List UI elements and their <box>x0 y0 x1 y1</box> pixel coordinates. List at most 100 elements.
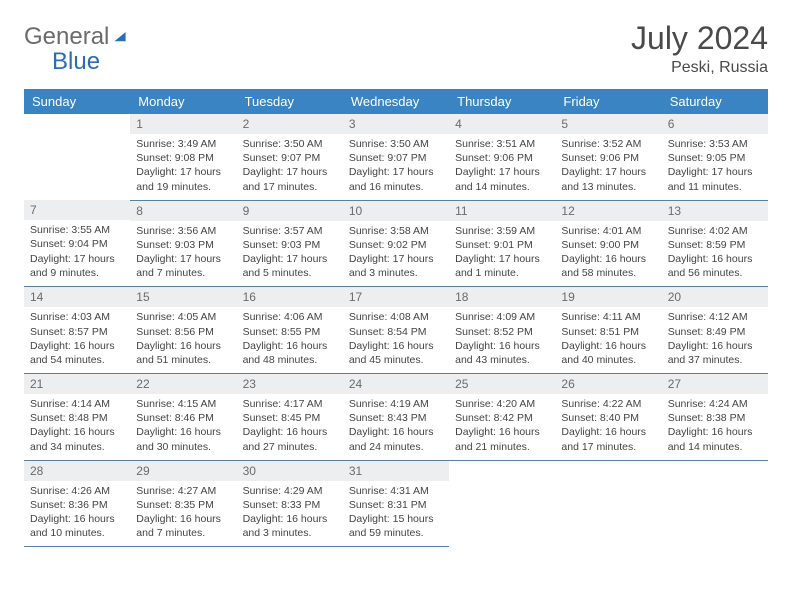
calendar-cell: 29Sunrise: 4:27 AMSunset: 8:35 PMDayligh… <box>130 460 236 547</box>
day-info: Sunrise: 4:02 AMSunset: 8:59 PMDaylight:… <box>662 221 768 287</box>
sunrise-line: Sunrise: 3:50 AM <box>349 137 443 151</box>
day-info: Sunrise: 3:53 AMSunset: 9:05 PMDaylight:… <box>662 134 768 200</box>
month-title: July 2024 <box>631 20 768 57</box>
daylight-line: Daylight: 17 hours and 7 minutes. <box>136 252 230 280</box>
calendar-cell: 18Sunrise: 4:09 AMSunset: 8:52 PMDayligh… <box>449 287 555 374</box>
day-info: Sunrise: 4:09 AMSunset: 8:52 PMDaylight:… <box>449 307 555 373</box>
calendar-cell: 20Sunrise: 4:12 AMSunset: 8:49 PMDayligh… <box>662 287 768 374</box>
daylight-line: Daylight: 15 hours and 59 minutes. <box>349 512 443 540</box>
logo-text-general: General <box>24 23 109 50</box>
sunrise-line: Sunrise: 4:02 AM <box>668 224 762 238</box>
day-info: Sunrise: 4:27 AMSunset: 8:35 PMDaylight:… <box>130 481 236 547</box>
calendar-cell: 9Sunrise: 3:57 AMSunset: 9:03 PMDaylight… <box>237 200 343 287</box>
calendar-cell: 6Sunrise: 3:53 AMSunset: 9:05 PMDaylight… <box>662 114 768 200</box>
calendar-cell: 19Sunrise: 4:11 AMSunset: 8:51 PMDayligh… <box>555 287 661 374</box>
calendar-cell: 31Sunrise: 4:31 AMSunset: 8:31 PMDayligh… <box>343 460 449 547</box>
day-number: 3 <box>343 114 449 134</box>
calendar-week-row: 1Sunrise: 3:49 AMSunset: 9:08 PMDaylight… <box>24 114 768 200</box>
day-info: Sunrise: 4:29 AMSunset: 8:33 PMDaylight:… <box>237 481 343 547</box>
daylight-line: Daylight: 17 hours and 9 minutes. <box>30 252 124 280</box>
sunset-line: Sunset: 8:31 PM <box>349 498 443 512</box>
day-number: 27 <box>662 374 768 394</box>
sunset-line: Sunset: 8:46 PM <box>136 411 230 425</box>
calendar-cell: 30Sunrise: 4:29 AMSunset: 8:33 PMDayligh… <box>237 460 343 547</box>
day-number: 11 <box>449 201 555 221</box>
weekday-header: Sunday <box>24 89 130 114</box>
logo: GeneralBlue <box>24 20 129 74</box>
day-number: 16 <box>237 287 343 307</box>
calendar-cell: 24Sunrise: 4:19 AMSunset: 8:43 PMDayligh… <box>343 374 449 461</box>
sunrise-line: Sunrise: 4:31 AM <box>349 484 443 498</box>
daylight-line: Daylight: 16 hours and 10 minutes. <box>30 512 124 540</box>
sunrise-line: Sunrise: 3:53 AM <box>668 137 762 151</box>
sunset-line: Sunset: 9:06 PM <box>455 151 549 165</box>
daylight-line: Daylight: 16 hours and 48 minutes. <box>243 339 337 367</box>
calendar-cell: 4Sunrise: 3:51 AMSunset: 9:06 PMDaylight… <box>449 114 555 200</box>
day-info: Sunrise: 3:51 AMSunset: 9:06 PMDaylight:… <box>449 134 555 200</box>
calendar-cell: 3Sunrise: 3:50 AMSunset: 9:07 PMDaylight… <box>343 114 449 200</box>
sunrise-line: Sunrise: 4:05 AM <box>136 310 230 324</box>
sunrise-line: Sunrise: 3:55 AM <box>30 223 124 237</box>
daylight-line: Daylight: 16 hours and 58 minutes. <box>561 252 655 280</box>
day-number: 13 <box>662 201 768 221</box>
sunrise-line: Sunrise: 4:20 AM <box>455 397 549 411</box>
calendar-cell: 14Sunrise: 4:03 AMSunset: 8:57 PMDayligh… <box>24 287 130 374</box>
sunset-line: Sunset: 9:00 PM <box>561 238 655 252</box>
sunset-line: Sunset: 8:48 PM <box>30 411 124 425</box>
day-number: 21 <box>24 374 130 394</box>
sunset-line: Sunset: 9:04 PM <box>30 237 124 251</box>
calendar-cell: 23Sunrise: 4:17 AMSunset: 8:45 PMDayligh… <box>237 374 343 461</box>
calendar-cell: 11Sunrise: 3:59 AMSunset: 9:01 PMDayligh… <box>449 200 555 287</box>
weekday-header: Monday <box>130 89 236 114</box>
calendar-body: 1Sunrise: 3:49 AMSunset: 9:08 PMDaylight… <box>24 114 768 547</box>
calendar-week-row: 14Sunrise: 4:03 AMSunset: 8:57 PMDayligh… <box>24 287 768 374</box>
sunrise-line: Sunrise: 3:56 AM <box>136 224 230 238</box>
sunrise-line: Sunrise: 4:01 AM <box>561 224 655 238</box>
sunset-line: Sunset: 8:36 PM <box>30 498 124 512</box>
daylight-line: Daylight: 16 hours and 17 minutes. <box>561 425 655 453</box>
day-info: Sunrise: 3:50 AMSunset: 9:07 PMDaylight:… <box>343 134 449 200</box>
sunset-line: Sunset: 8:57 PM <box>30 325 124 339</box>
sunrise-line: Sunrise: 4:29 AM <box>243 484 337 498</box>
day-info: Sunrise: 3:59 AMSunset: 9:01 PMDaylight:… <box>449 221 555 287</box>
daylight-line: Daylight: 16 hours and 40 minutes. <box>561 339 655 367</box>
day-info: Sunrise: 4:06 AMSunset: 8:55 PMDaylight:… <box>237 307 343 373</box>
day-info: Sunrise: 3:58 AMSunset: 9:02 PMDaylight:… <box>343 221 449 287</box>
sunrise-line: Sunrise: 4:17 AM <box>243 397 337 411</box>
day-info: Sunrise: 4:31 AMSunset: 8:31 PMDaylight:… <box>343 481 449 547</box>
day-number: 26 <box>555 374 661 394</box>
sunset-line: Sunset: 9:03 PM <box>243 238 337 252</box>
weekday-header: Friday <box>555 89 661 114</box>
day-number: 9 <box>237 201 343 221</box>
day-number: 17 <box>343 287 449 307</box>
sunset-line: Sunset: 8:56 PM <box>136 325 230 339</box>
sunset-line: Sunset: 9:06 PM <box>561 151 655 165</box>
sunset-line: Sunset: 8:40 PM <box>561 411 655 425</box>
sunset-line: Sunset: 8:42 PM <box>455 411 549 425</box>
logo-triangle-icon <box>111 30 129 44</box>
day-number: 10 <box>343 201 449 221</box>
daylight-line: Daylight: 16 hours and 3 minutes. <box>243 512 337 540</box>
day-number: 2 <box>237 114 343 134</box>
calendar-cell: 28Sunrise: 4:26 AMSunset: 8:36 PMDayligh… <box>24 460 130 547</box>
calendar-cell: 16Sunrise: 4:06 AMSunset: 8:55 PMDayligh… <box>237 287 343 374</box>
sunrise-line: Sunrise: 3:51 AM <box>455 137 549 151</box>
calendar-week-row: 21Sunrise: 4:14 AMSunset: 8:48 PMDayligh… <box>24 374 768 461</box>
day-number: 8 <box>130 201 236 221</box>
sunrise-line: Sunrise: 4:09 AM <box>455 310 549 324</box>
day-number: 29 <box>130 461 236 481</box>
day-number: 23 <box>237 374 343 394</box>
sunset-line: Sunset: 8:54 PM <box>349 325 443 339</box>
day-number: 12 <box>555 201 661 221</box>
sunrise-line: Sunrise: 3:49 AM <box>136 137 230 151</box>
calendar-cell <box>662 460 768 547</box>
daylight-line: Daylight: 17 hours and 3 minutes. <box>349 252 443 280</box>
day-number: 5 <box>555 114 661 134</box>
sunset-line: Sunset: 8:59 PM <box>668 238 762 252</box>
sunrise-line: Sunrise: 4:22 AM <box>561 397 655 411</box>
calendar-cell <box>555 460 661 547</box>
sunset-line: Sunset: 9:08 PM <box>136 151 230 165</box>
sunrise-line: Sunrise: 4:08 AM <box>349 310 443 324</box>
day-info: Sunrise: 3:49 AMSunset: 9:08 PMDaylight:… <box>130 134 236 200</box>
calendar-cell <box>24 114 130 200</box>
